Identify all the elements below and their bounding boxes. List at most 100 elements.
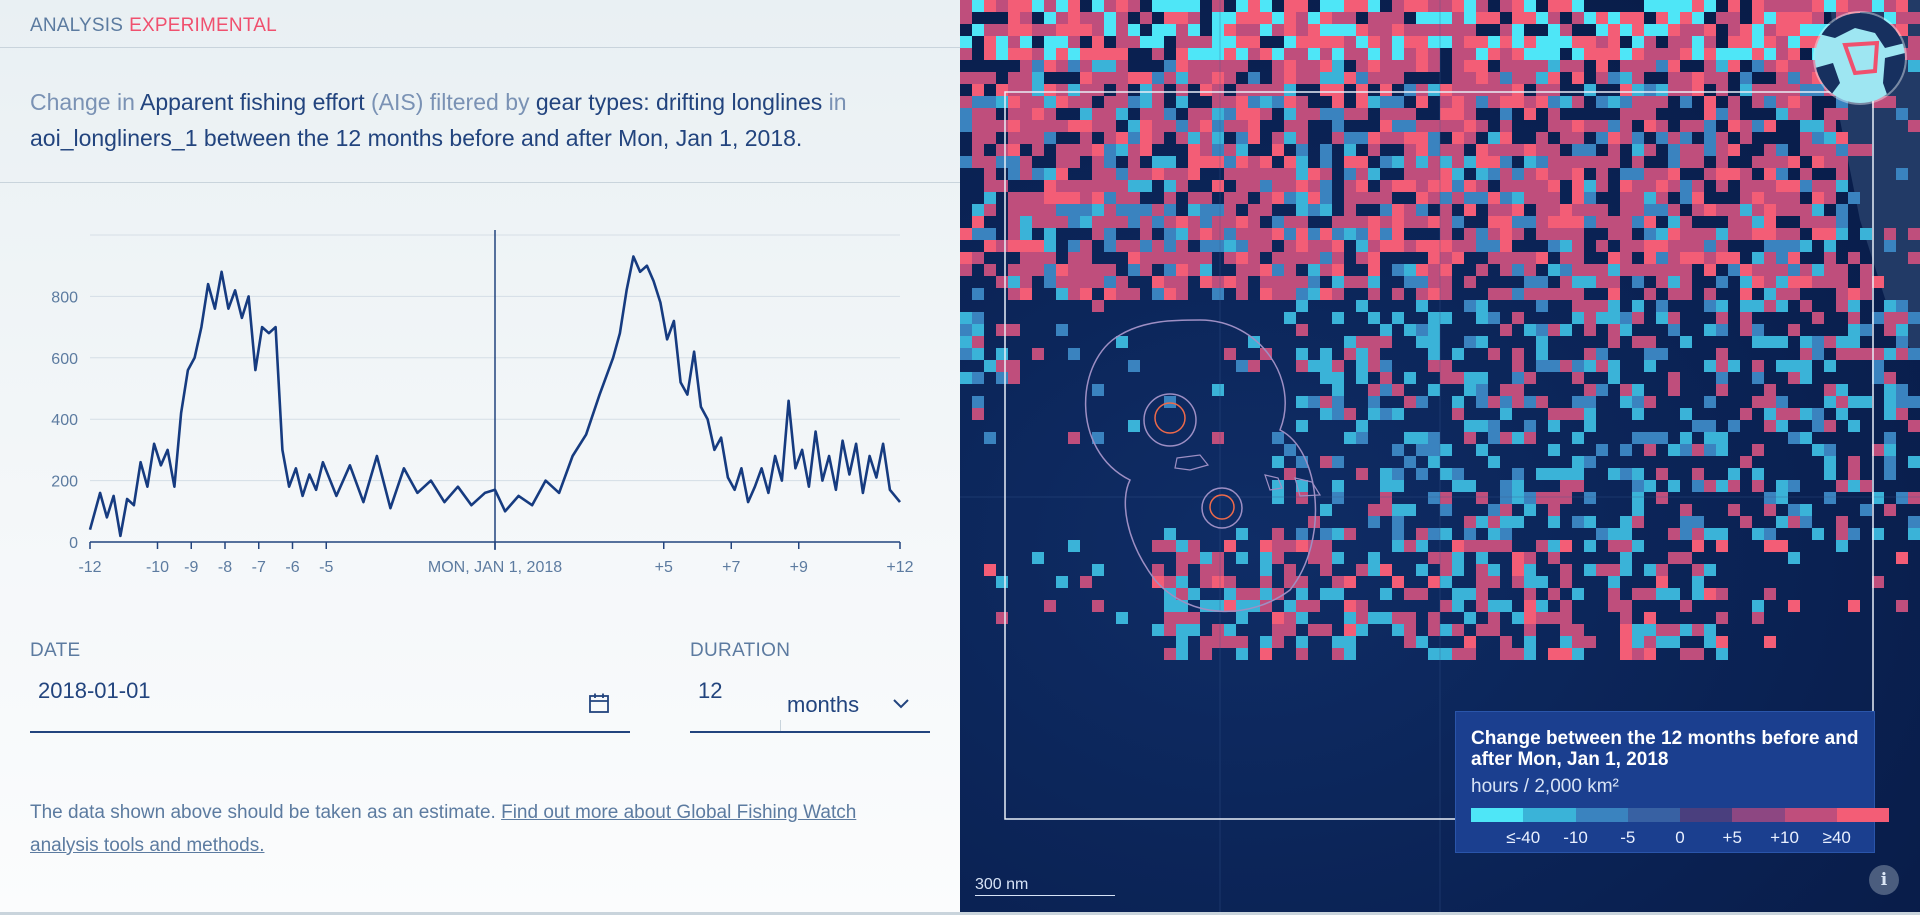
heatmap-cell (1608, 336, 1620, 348)
globe-icon[interactable] (1815, 13, 1905, 103)
heatmap-cell (1644, 288, 1656, 300)
heatmap-cell (1080, 144, 1092, 156)
heatmap-cell (1272, 252, 1284, 264)
heatmap-cell (1788, 324, 1800, 336)
heatmap-cell (1860, 480, 1872, 492)
heatmap-cell (972, 108, 984, 120)
heatmap-cell (1776, 144, 1788, 156)
heatmap-cell (1668, 60, 1680, 72)
heatmap-cell (984, 564, 996, 576)
heatmap-cell (1536, 204, 1548, 216)
heatmap-cell (1236, 108, 1248, 120)
heatmap-cell (1380, 324, 1392, 336)
calendar-icon[interactable] (588, 692, 610, 714)
heatmap-cell (1332, 648, 1344, 660)
heatmap-cell (1248, 240, 1260, 252)
heatmap-cell (1524, 564, 1536, 576)
heatmap-cell (1692, 480, 1704, 492)
heatmap-cell (1464, 60, 1476, 72)
heatmap-cell (984, 24, 996, 36)
heatmap-cell (1344, 132, 1356, 144)
map[interactable]: Change between the 12 months before and … (960, 0, 1920, 912)
heatmap-cell (1524, 612, 1536, 624)
heatmap-cell (1560, 624, 1572, 636)
info-icon[interactable]: i (1869, 865, 1899, 895)
heatmap-cell (1248, 108, 1260, 120)
heatmap-cell (1860, 264, 1872, 276)
heatmap-cell (1284, 276, 1296, 288)
heatmap-cell (1488, 36, 1500, 48)
heatmap-cell (1716, 384, 1728, 396)
date-input[interactable]: 2018-01-01 (38, 678, 151, 703)
heatmap-cell (1668, 444, 1680, 456)
heatmap-cell (1152, 72, 1164, 84)
heatmap-cell (1608, 264, 1620, 276)
heatmap-cell (1020, 84, 1032, 96)
heatmap-cell (1140, 120, 1152, 132)
heatmap-cell (1452, 156, 1464, 168)
heatmap-cell (1224, 192, 1236, 204)
y-tick-label: 0 (69, 535, 78, 552)
chevron-down-icon[interactable] (891, 694, 911, 714)
heatmap-cell (1512, 564, 1524, 576)
x-tick-label: -6 (285, 559, 299, 576)
duration-unit-select[interactable]: months (787, 692, 860, 717)
heatmap-cell (1200, 576, 1212, 588)
heatmap-cell (1536, 144, 1548, 156)
heatmap-cell (1728, 60, 1740, 72)
heatmap-cell (1632, 156, 1644, 168)
heatmap-cell (1788, 276, 1800, 288)
heatmap-cell (1572, 360, 1584, 372)
heatmap-cell (1548, 84, 1560, 96)
heatmap-cell (1572, 456, 1584, 468)
heatmap-cell (1848, 600, 1860, 612)
heatmap-cell (1500, 108, 1512, 120)
heatmap-cell (1668, 168, 1680, 180)
heatmap-cell (1788, 252, 1800, 264)
heatmap-cell (1440, 228, 1452, 240)
heatmap-cell (1188, 72, 1200, 84)
heatmap-cell (1620, 12, 1632, 24)
heatmap-cell (1680, 264, 1692, 276)
disclaimer: The data shown above should be taken as … (30, 796, 910, 862)
heatmap-cell (1740, 312, 1752, 324)
heatmap-cell (1632, 180, 1644, 192)
heatmap-cell (1308, 396, 1320, 408)
heatmap-cell (1512, 216, 1524, 228)
viewport-indicator (1842, 40, 1880, 76)
heatmap-cell (1464, 516, 1476, 528)
heatmap-cell (1236, 252, 1248, 264)
methods-link[interactable]: Find out more about Global Fishing Watch… (30, 802, 857, 856)
heatmap-cell (1608, 600, 1620, 612)
heatmap-cell (1428, 120, 1440, 132)
heatmap-cell (1836, 396, 1848, 408)
duration-input[interactable]: 12 (698, 678, 723, 703)
heatmap-cell (1572, 60, 1584, 72)
heatmap-cell (1908, 48, 1920, 60)
heatmap-cell (1200, 36, 1212, 48)
heatmap-cell (1524, 576, 1536, 588)
heatmap-cell (1296, 528, 1308, 540)
heatmap-cell (1464, 108, 1476, 120)
heatmap-cell (1236, 24, 1248, 36)
heatmap-cell (1572, 72, 1584, 84)
heatmap-cell (1548, 504, 1560, 516)
heatmap-cell (1560, 288, 1572, 300)
heatmap-cell (1200, 48, 1212, 60)
heatmap-cell (1728, 228, 1740, 240)
heatmap-cell (1764, 48, 1776, 60)
map-canvas[interactable] (960, 0, 1920, 912)
heatmap-cell (1824, 396, 1836, 408)
heatmap-cell (1524, 636, 1536, 648)
heatmap-cell (1704, 60, 1716, 72)
heatmap-cell (1512, 204, 1524, 216)
heatmap-cell (1812, 132, 1824, 144)
heatmap-cell (1596, 348, 1608, 360)
heatmap-cell (1260, 564, 1272, 576)
heatmap-cell (1176, 288, 1188, 300)
heatmap-cell (984, 72, 996, 84)
heatmap-cell (1032, 0, 1044, 12)
heatmap-cell (1764, 336, 1776, 348)
heatmap-cell (1488, 216, 1500, 228)
heatmap-cell (1452, 564, 1464, 576)
